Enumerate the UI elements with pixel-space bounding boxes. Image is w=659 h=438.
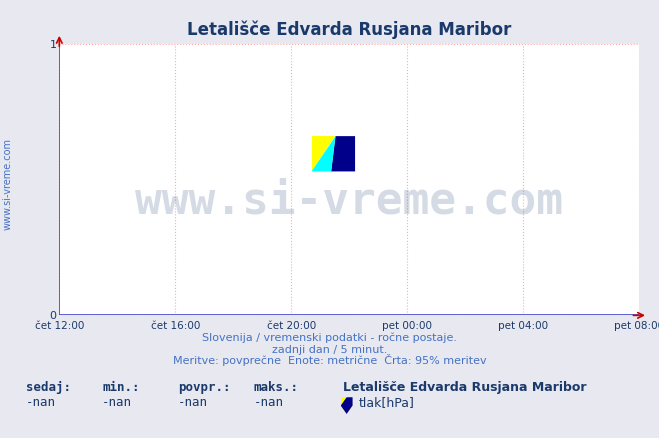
Polygon shape xyxy=(312,136,335,171)
Polygon shape xyxy=(331,136,355,171)
Text: sedaj:: sedaj: xyxy=(26,381,71,394)
Text: www.si-vreme.com: www.si-vreme.com xyxy=(135,180,563,223)
Text: www.si-vreme.com: www.si-vreme.com xyxy=(3,138,13,230)
Text: -nan: -nan xyxy=(102,396,132,410)
Polygon shape xyxy=(341,397,353,414)
Text: tlak[hPa]: tlak[hPa] xyxy=(359,396,415,410)
Text: min.:: min.: xyxy=(102,381,140,394)
Text: maks.:: maks.: xyxy=(254,381,299,394)
Polygon shape xyxy=(341,397,353,414)
Text: -nan: -nan xyxy=(254,396,284,410)
Text: Meritve: povprečne  Enote: metrične  Črta: 95% meritev: Meritve: povprečne Enote: metrične Črta:… xyxy=(173,354,486,367)
Text: zadnji dan / 5 minut.: zadnji dan / 5 minut. xyxy=(272,345,387,355)
Text: povpr.:: povpr.: xyxy=(178,381,231,394)
Text: Letališče Edvarda Rusjana Maribor: Letališče Edvarda Rusjana Maribor xyxy=(343,381,586,394)
Title: Letališče Edvarda Rusjana Maribor: Letališče Edvarda Rusjana Maribor xyxy=(187,21,511,39)
Text: -nan: -nan xyxy=(178,396,208,410)
Polygon shape xyxy=(312,136,335,171)
Text: -nan: -nan xyxy=(26,396,57,410)
Text: Slovenija / vremenski podatki - ročne postaje.: Slovenija / vremenski podatki - ročne po… xyxy=(202,332,457,343)
